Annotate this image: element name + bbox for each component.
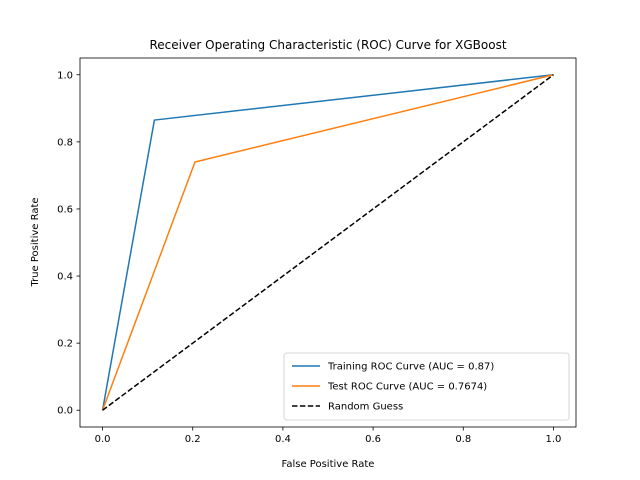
legend-entry: Test ROC Curve (AUC = 0.7674) (327, 382, 487, 393)
x-tick-label: 1.0 (546, 434, 562, 445)
series-layer (101, 74, 554, 411)
y-tick-label: 0.0 (57, 406, 73, 417)
x-tick-label: 0.6 (365, 434, 381, 445)
plot-frame (79, 57, 577, 428)
x-tick-label: 0.4 (275, 434, 291, 445)
random-guess-line (102, 74, 554, 411)
chart-title: Receiver Operating Characteristic (ROC) … (149, 38, 506, 52)
test-roc-line (101, 74, 554, 411)
legend: Training ROC Curve (AUC = 0.87) Test ROC … (283, 352, 570, 421)
y-axis: 0.0 0.2 0.4 0.6 0.8 1.0 (57, 70, 80, 417)
legend-box (283, 352, 570, 421)
y-axis-label: True Positive Rate (30, 197, 41, 287)
training-roc-line (101, 74, 554, 411)
y-tick-label: 0.6 (57, 204, 73, 215)
x-tick-label: 0.8 (455, 434, 471, 445)
y-tick-label: 0.2 (57, 339, 73, 350)
x-axis-label: False Positive Rate (282, 459, 375, 470)
y-tick-label: 0.4 (57, 272, 73, 283)
y-tick-label: 1.0 (57, 70, 73, 81)
legend-entry: Random Guess (328, 402, 403, 413)
y-tick-label: 0.8 (57, 137, 73, 148)
legend-entry: Training ROC Curve (AUC = 0.87) (327, 362, 494, 373)
x-axis: 0.0 0.2 0.4 0.6 0.8 1.0 (95, 427, 562, 445)
x-tick-label: 0.0 (95, 434, 111, 445)
x-tick-label: 0.2 (185, 434, 201, 445)
